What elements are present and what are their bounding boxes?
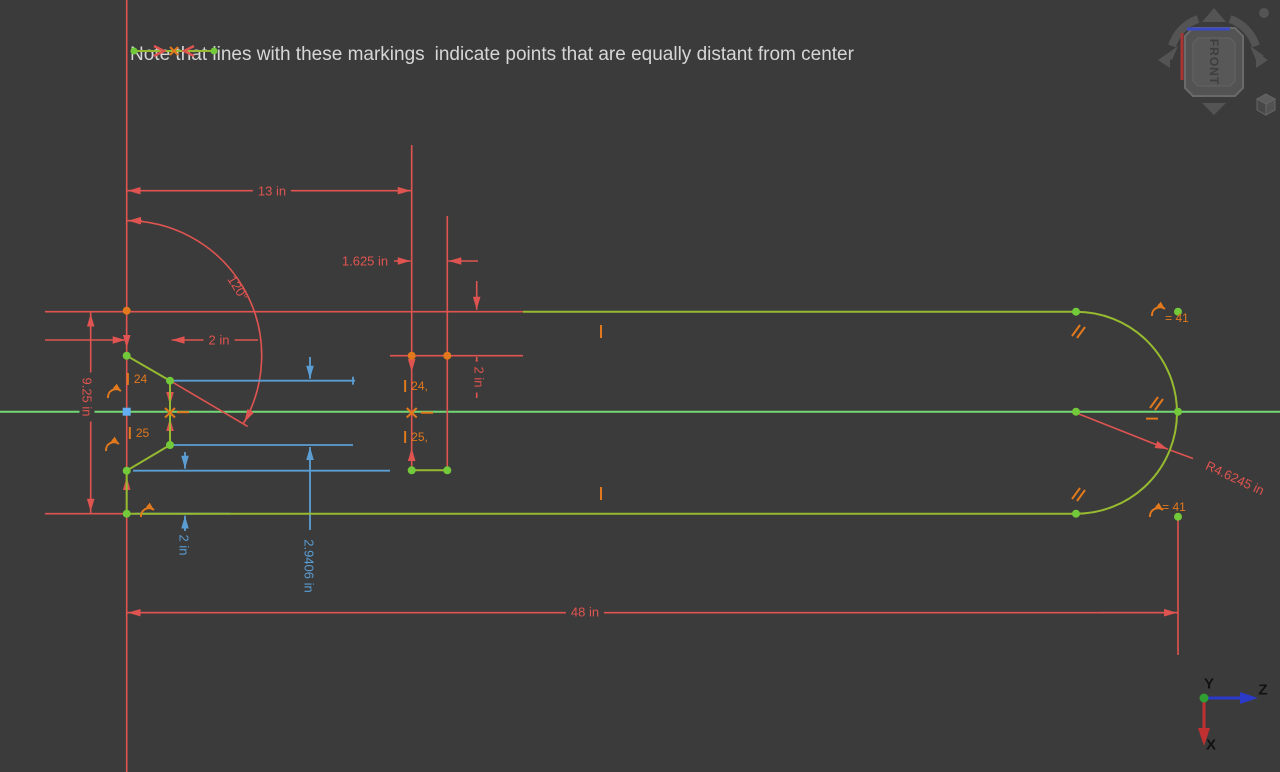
view-cube-face-label[interactable]: FRONT	[1207, 38, 1221, 86]
sketch-point[interactable]	[166, 376, 174, 385]
constraint-marks-group	[104, 301, 1166, 518]
dim-label-1625in[interactable]: 1.625 in	[341, 253, 389, 269]
view-cube-dot-button[interactable]	[1259, 8, 1269, 18]
sketch-point[interactable]	[1174, 407, 1182, 416]
view-cube-rotate-cw-arrow[interactable]	[1228, 15, 1260, 48]
view-cube-rotate-ccw-arrowhead[interactable]	[1164, 46, 1178, 60]
tangent-slash-mark	[1076, 326, 1086, 339]
view-cube-up-arrow[interactable]	[1202, 8, 1226, 22]
sketch-point[interactable]	[122, 509, 131, 518]
dim-120-arrow-end	[243, 408, 255, 423]
sketch-notch-lower-diagonal[interactable]	[126, 444, 171, 472]
dim-120-arc[interactable]	[126, 219, 263, 424]
curved-arrow-icon	[104, 436, 120, 452]
triad-y-label: Y	[1203, 675, 1215, 693]
constraint-flag: 24	[126, 373, 147, 385]
view-cube-down-arrow[interactable]	[1202, 103, 1226, 115]
sketch-point[interactable]	[407, 466, 416, 475]
constraint-label-24-mid[interactable]: 24,	[404, 380, 428, 392]
tangent-slash-mark	[1149, 396, 1159, 409]
dim-label-2in-vertical[interactable]: 2 in	[471, 361, 487, 393]
constraint-flag: 25,	[404, 431, 428, 443]
equal-distance-marker-icon	[130, 44, 218, 58]
sketch-notch-upper-diagonal[interactable]	[126, 354, 171, 382]
view-cube-face-inner	[1192, 37, 1236, 87]
dim-label-2in-blue[interactable]: 2 in	[176, 534, 192, 556]
reference-point[interactable]	[407, 351, 416, 360]
triad-x-arrowhead	[1198, 728, 1210, 746]
triad-x-label: X	[1205, 736, 1217, 754]
curved-arrow-icon	[106, 383, 122, 399]
constraint-label-25-mid[interactable]: 25,	[404, 431, 428, 443]
constraint-label-eq41-bottom[interactable]: = 41	[1162, 500, 1186, 514]
triad-y-origin-dot	[1199, 693, 1209, 703]
dim-radius-line[interactable]	[1078, 413, 1169, 451]
dim-label-48in[interactable]: 48 in	[565, 604, 605, 620]
sketch-points-group[interactable]	[122, 306, 1182, 521]
sketch-point[interactable]	[1174, 307, 1182, 316]
dim-label-925in[interactable]: 9.25 in	[79, 372, 95, 422]
tangent-slash-mark	[1076, 489, 1086, 502]
constraint-flag: 25	[128, 427, 149, 439]
reference-point[interactable]	[443, 351, 452, 360]
note-banner: Note that lines with these markings indi…	[130, 44, 854, 66]
view-cube-rotate-cw-arrowhead[interactable]	[1250, 46, 1264, 60]
axis-triad	[1198, 692, 1258, 746]
tangent-slash-mark	[1071, 324, 1081, 337]
constraint-flag: 24,	[404, 380, 428, 392]
sketch-point[interactable]	[443, 466, 452, 475]
dim-label-29406in[interactable]: 2.9406 in	[301, 539, 317, 593]
sketch-point[interactable]	[122, 351, 131, 360]
triad-z-arrowhead	[1240, 692, 1258, 704]
view-cube-iso-button[interactable]	[1255, 93, 1277, 116]
sketch-origin-point[interactable]	[122, 407, 131, 416]
sketch-point[interactable]	[1072, 509, 1080, 518]
dim-label-13in[interactable]: 13 in	[252, 183, 292, 199]
constraint-label-eq41-top[interactable]: = 41	[1165, 311, 1189, 325]
note-prefix-text: Note that lines with these markings	[130, 44, 425, 65]
reference-point[interactable]	[122, 306, 131, 315]
tangent-slash-mark	[1071, 487, 1081, 500]
curved-arrow-icon	[1150, 301, 1166, 317]
constraint-label-24-left[interactable]: 24	[126, 373, 147, 385]
dim-radius-tail	[1169, 449, 1194, 460]
tangent-slash-mark	[1154, 398, 1164, 411]
arc-center-point[interactable]	[1072, 407, 1080, 416]
sketch-point[interactable]	[1072, 307, 1080, 316]
dim-120-extension	[169, 380, 249, 428]
curved-arrow-icon	[1148, 502, 1164, 518]
view-cube[interactable]	[1156, 2, 1280, 124]
sketch-point[interactable]	[1174, 512, 1182, 521]
sketch-point[interactable]	[122, 466, 131, 475]
constraint-label-25-left[interactable]: 25	[128, 427, 149, 439]
note-suffix-text: indicate points that are equally distant…	[434, 44, 854, 65]
equal-x-mark	[406, 407, 418, 419]
triad-z-label: Z	[1258, 681, 1268, 699]
dim-label-2in-horizontal[interactable]: 2 in	[203, 332, 235, 348]
view-cube-rotate-ccw-arrow[interactable]	[1168, 15, 1200, 48]
sketch-point[interactable]	[166, 441, 174, 449]
red-dimension-group[interactable]	[45, 0, 1194, 772]
equal-x-mark	[164, 407, 176, 419]
curved-arrow-icon	[139, 502, 155, 518]
